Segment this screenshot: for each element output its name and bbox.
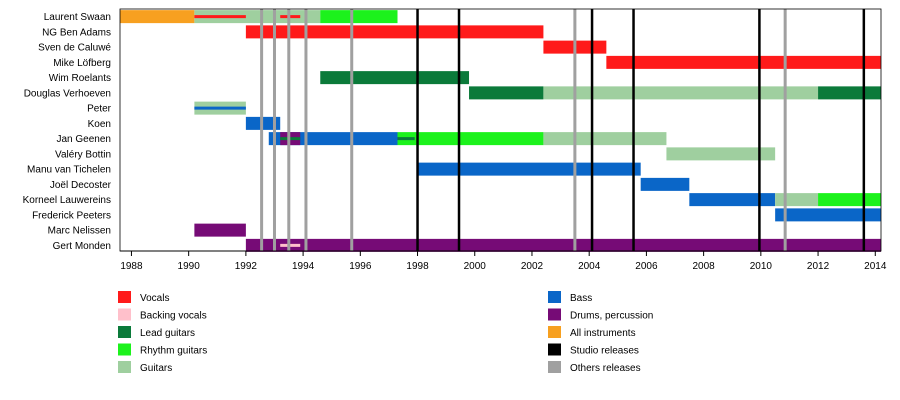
bar-guitars [775, 193, 819, 207]
member-name: Laurent Swaan [44, 12, 111, 23]
member-names: Laurent Swaan NG Ben Adams Sven de Caluwé M… [23, 12, 112, 252]
legend-swatch-all-instruments [548, 326, 561, 338]
bar-bass [640, 177, 690, 191]
legend-swatch-studio [548, 343, 561, 356]
member-name: Wim Roelants [49, 73, 111, 84]
x-tick-label: 2014 [864, 261, 887, 272]
bar-guitars [666, 147, 776, 161]
legend-label: Drums, percussion [570, 311, 653, 322]
bar-bass [775, 208, 881, 222]
bar-rhythm-guitars [320, 10, 398, 24]
x-tick-label: 2012 [807, 261, 830, 272]
member-name: Frederick Peeters [32, 210, 111, 221]
legend-swatch-lead-guitars [118, 326, 131, 338]
bar-all-instruments [120, 10, 195, 24]
legend-swatch-vocals [118, 291, 131, 303]
member-name: Koen [88, 119, 111, 130]
member-name: Jan Geenen [57, 134, 112, 145]
bar-lead-guitars [320, 71, 470, 85]
bar-drums [194, 223, 246, 237]
bar-bass [268, 132, 398, 146]
legend-label: Others releases [570, 363, 641, 374]
plot-frame [119, 8, 882, 252]
x-tick-label: 2002 [521, 261, 544, 272]
x-tick-label: 2008 [692, 261, 715, 272]
member-name: Peter [87, 104, 112, 115]
x-tick-label: 1996 [349, 261, 372, 272]
legend-label: Backing vocals [140, 311, 207, 322]
legend: Vocals Backing vocals Lead guitars Rhythm g… [118, 291, 653, 374]
bar-rhythm-guitars [818, 193, 881, 207]
bar-bass [417, 162, 641, 176]
x-tick-label: 1990 [178, 261, 201, 272]
member-bars [120, 10, 881, 252]
legend-label: All instruments [570, 328, 636, 339]
bar-vocals [606, 55, 881, 69]
release-lines [260, 9, 866, 251]
bar-lead-guitars [397, 137, 415, 141]
x-tick-label: 2010 [750, 261, 773, 272]
legend-swatch-bass [548, 291, 561, 303]
member-name: Valéry Bottin [55, 149, 111, 160]
member-name: Manu van Tichelen [27, 165, 111, 176]
bar-guitars [543, 132, 667, 146]
legend-label: Bass [570, 293, 592, 304]
x-tick-label: 1994 [292, 261, 315, 272]
x-axis: 1988 1990 1992 1994 1996 1998 2000 2002 2004 2006… [120, 250, 887, 272]
member-name: Sven de Caluwé [38, 43, 111, 54]
bar-bass [194, 106, 246, 110]
x-tick-label: 1998 [406, 261, 429, 272]
x-tick-label: 2004 [578, 261, 601, 272]
member-name: NG Ben Adams [42, 27, 111, 38]
legend-swatch-rhythm-guitars [118, 343, 131, 356]
x-tick-label: 1992 [235, 261, 258, 272]
member-name: Douglas Verhoeven [24, 88, 111, 99]
bar-bass [689, 193, 776, 207]
legend-label: Vocals [140, 293, 169, 304]
legend-label: Studio releases [570, 346, 639, 357]
member-name: Marc Nelissen [48, 226, 111, 237]
bar-lead-guitars [469, 86, 544, 100]
bar-lead-guitars [818, 86, 881, 100]
member-name: Korneel Lauwereins [23, 195, 111, 206]
bar-drums [245, 238, 881, 252]
x-tick-label: 2006 [635, 261, 658, 272]
member-name: Gert Monden [53, 241, 111, 252]
bar-guitars [543, 86, 819, 100]
legend-swatch-backing-vocals [118, 308, 131, 321]
legend-swatch-drums [548, 308, 561, 321]
x-tick-label: 1988 [120, 261, 143, 272]
bar-vocals [194, 15, 246, 19]
legend-label: Rhythm guitars [140, 346, 207, 357]
legend-swatch-guitars [118, 361, 131, 373]
legend-label: Guitars [140, 363, 172, 374]
x-tick-label: 2000 [464, 261, 487, 272]
legend-label: Lead guitars [140, 328, 195, 339]
bar-vocals [245, 25, 544, 39]
bar-rhythm-guitars [397, 132, 544, 146]
legend-swatch-other [548, 361, 561, 373]
member-name: Mike Löfberg [53, 58, 111, 69]
member-name: Joël Decoster [50, 180, 112, 191]
